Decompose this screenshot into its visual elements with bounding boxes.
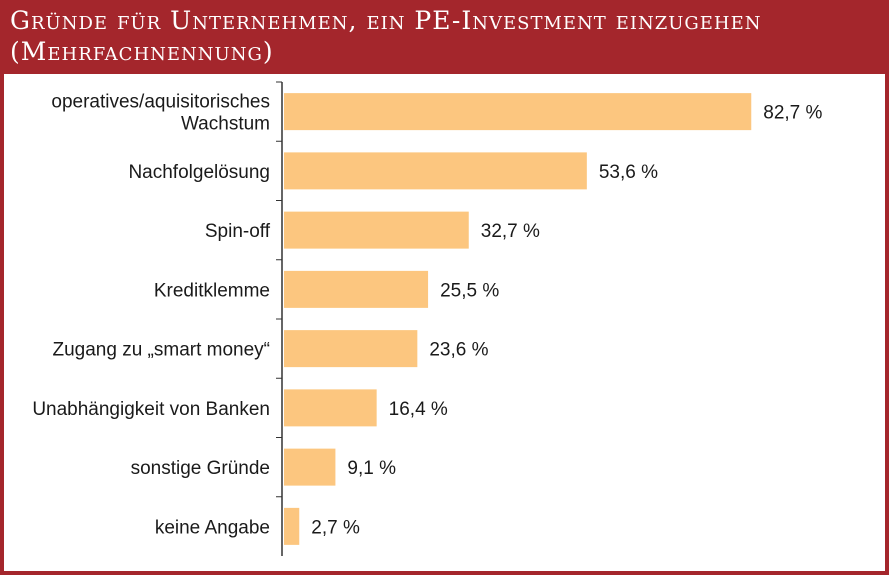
- category-label-line: Kreditklemme: [154, 280, 270, 301]
- chart-title: Gründe für Unternehmen, ein PE-Investmen…: [10, 6, 762, 35]
- category-label: Zugang zu „smart money“: [52, 340, 270, 361]
- bar: [284, 270, 429, 308]
- category-label-line: Zugang zu „smart money“: [52, 340, 270, 361]
- bar: [284, 211, 469, 249]
- category-label-line: Spin-off: [205, 221, 271, 242]
- chart-subtitle: (Mehrfachnennung): [10, 37, 274, 66]
- bar: [284, 507, 300, 545]
- value-label: 16,4 %: [389, 399, 448, 420]
- category-label: operatives/aquisitorisches Wachstum: [51, 92, 270, 135]
- chart-header: Gründe für Unternehmen, ein PE-Investmen…: [0, 0, 889, 74]
- value-label: 25,5 %: [440, 280, 499, 301]
- category-label-line: sonstige Gründe: [131, 458, 270, 479]
- value-label: 2,7 %: [311, 517, 360, 538]
- category-label: Unabhängigkeit von Banken: [32, 399, 270, 420]
- bar: [284, 389, 377, 427]
- bar: [284, 93, 752, 131]
- category-label: sonstige Gründe: [131, 458, 270, 479]
- category-label-line: Unabhängigkeit von Banken: [32, 399, 270, 420]
- category-label: Kreditklemme: [154, 280, 270, 301]
- value-label: 23,6 %: [429, 340, 488, 361]
- category-label: Spin-off: [205, 221, 271, 242]
- value-label: 82,7 %: [763, 103, 822, 124]
- value-label: 9,1 %: [347, 458, 396, 479]
- bar: [284, 448, 336, 486]
- bar: [284, 330, 418, 368]
- category-label-line: keine Angabe: [155, 517, 270, 538]
- category-label: keine Angabe: [155, 517, 270, 538]
- bar-chart: 82,7 % operatives/aquisitorisches Wachstum…: [32, 81, 823, 556]
- chart-panel: 82,7 % operatives/aquisitorisches Wachstum…: [4, 74, 885, 571]
- category-label-line: Nachfolgelösung: [128, 162, 270, 183]
- category-label-line: Wachstum: [181, 114, 270, 135]
- bar: [284, 152, 587, 190]
- category-label: Nachfolgelösung: [128, 162, 270, 183]
- value-label: 53,6 %: [599, 162, 658, 183]
- value-label: 32,7 %: [481, 221, 540, 242]
- category-label-line: operatives/aquisitorisches: [51, 92, 270, 113]
